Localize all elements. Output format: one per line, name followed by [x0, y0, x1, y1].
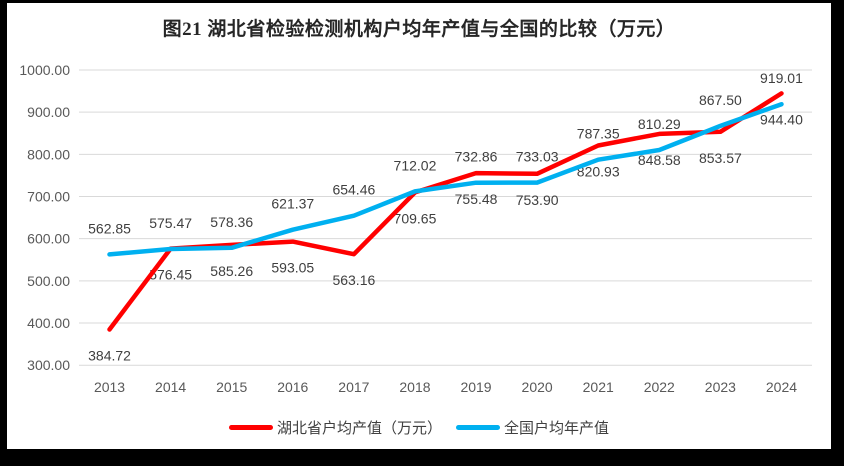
legend-label-national: 全国户均年产值 — [504, 419, 610, 437]
y-axis-tick-label: 600.00 — [27, 231, 70, 247]
data-label-hubei-average-output: 563.16 — [332, 272, 375, 288]
x-axis-tick-label: 2022 — [644, 379, 675, 395]
data-label-national-average-output: 733.03 — [516, 149, 559, 165]
data-label-national-average-output: 810.29 — [638, 116, 681, 132]
data-label-hubei-average-output: 576.45 — [149, 267, 192, 283]
frame-border-left — [0, 0, 7, 466]
y-axis-tick-label: 500.00 — [27, 273, 70, 289]
data-label-national-average-output: 575.47 — [149, 215, 192, 231]
y-axis-tick-label: 700.00 — [27, 189, 70, 205]
data-label-national-average-output: 654.46 — [332, 182, 375, 198]
x-axis-tick-label: 2018 — [399, 379, 430, 395]
x-axis-tick-label: 2016 — [277, 379, 308, 395]
data-label-hubei-average-output: 384.72 — [88, 347, 131, 363]
y-axis-tick-label: 900.00 — [27, 104, 70, 120]
legend-item-hubei: 湖北省户均产值（万元） — [228, 417, 442, 438]
data-label-national-average-output: 712.02 — [394, 157, 437, 173]
data-label-hubei-average-output: 585.26 — [210, 263, 253, 279]
legend-line-swatch-red — [228, 424, 273, 430]
frame-border-top — [0, 0, 844, 3]
data-label-hubei-average-output: 753.90 — [516, 192, 559, 208]
y-axis-tick-label: 400.00 — [27, 315, 70, 331]
data-label-national-average-output: 732.86 — [455, 149, 498, 165]
data-label-hubei-average-output: 848.58 — [638, 152, 681, 168]
x-axis-tick-label: 2024 — [766, 379, 797, 395]
y-axis-tick-label: 800.00 — [27, 146, 70, 162]
frame-border-bottom — [0, 449, 844, 466]
x-axis-tick-label: 2019 — [460, 379, 491, 395]
data-label-national-average-output: 578.36 — [210, 214, 253, 230]
data-label-national-average-output: 919.01 — [760, 70, 803, 86]
data-label-national-average-output: 621.37 — [271, 196, 314, 212]
x-axis-tick-label: 2013 — [94, 379, 125, 395]
x-axis-tick-label: 2015 — [216, 379, 247, 395]
series-line-hubei-average-output — [107, 91, 784, 332]
x-axis-tick-label: 2017 — [338, 379, 369, 395]
x-axis-tick-label: 2020 — [522, 379, 553, 395]
data-label-hubei-average-output: 709.65 — [394, 210, 437, 226]
x-axis-tick-label: 2021 — [583, 379, 614, 395]
data-label-hubei-average-output: 820.93 — [577, 164, 620, 180]
data-label-national-average-output: 867.50 — [699, 92, 742, 108]
data-label-national-average-output: 562.85 — [88, 220, 131, 236]
chart-title: 图21 湖北省检验检测机构户均年产值与全国的比较（万元） — [162, 19, 676, 40]
data-label-hubei-average-output: 755.48 — [455, 191, 498, 207]
data-label-national-average-output: 787.35 — [577, 126, 620, 142]
data-label-hubei-average-output: 853.57 — [699, 150, 742, 166]
legend-item-national: 全国户均年产值 — [456, 417, 609, 438]
y-axis-tick-label: 300.00 — [27, 357, 70, 373]
series-line-national-average-output — [107, 101, 784, 257]
chart-legend: 湖北省户均产值（万元） 全国户均年产值 — [7, 416, 831, 438]
x-axis-tick-label: 2014 — [155, 379, 186, 395]
legend-line-swatch-blue — [456, 424, 500, 430]
legend-label-hubei: 湖北省户均产值（万元） — [276, 419, 442, 437]
x-axis-tick-label: 2023 — [705, 379, 736, 395]
frame-border-right — [831, 0, 844, 466]
data-label-hubei-average-output: 593.05 — [271, 260, 314, 276]
data-label-hubei-average-output: 944.40 — [760, 111, 803, 127]
y-axis-tick-label: 1000.00 — [19, 62, 70, 78]
